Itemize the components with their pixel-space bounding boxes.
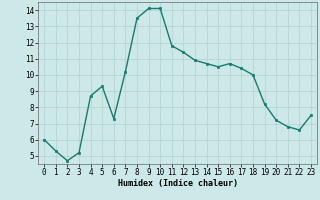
X-axis label: Humidex (Indice chaleur): Humidex (Indice chaleur) (118, 179, 238, 188)
